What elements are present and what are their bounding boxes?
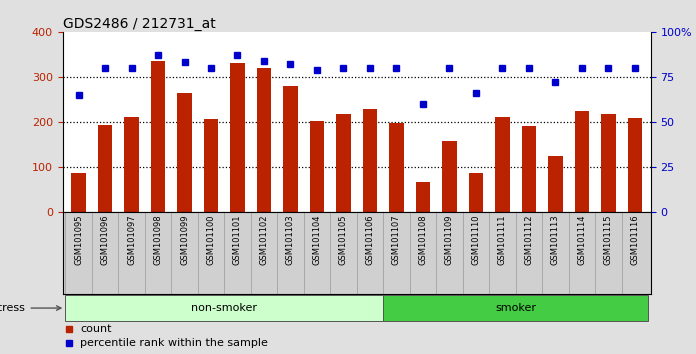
Text: GSM101110: GSM101110 <box>471 214 480 265</box>
Text: GSM101104: GSM101104 <box>313 214 322 265</box>
Text: GSM101099: GSM101099 <box>180 214 189 265</box>
Text: GSM101097: GSM101097 <box>127 214 136 265</box>
Bar <box>628 118 642 212</box>
Bar <box>363 109 377 212</box>
Text: GSM101101: GSM101101 <box>233 214 242 265</box>
Bar <box>548 155 562 212</box>
Text: GSM101109: GSM101109 <box>445 214 454 265</box>
Bar <box>71 173 86 212</box>
Text: GSM101095: GSM101095 <box>74 214 83 265</box>
Text: GSM101116: GSM101116 <box>631 214 640 265</box>
Text: GSM101106: GSM101106 <box>365 214 374 265</box>
Bar <box>124 117 139 212</box>
Text: smoker: smoker <box>495 303 536 313</box>
Bar <box>97 125 112 212</box>
Text: GSM101108: GSM101108 <box>418 214 427 265</box>
Text: GSM101107: GSM101107 <box>392 214 401 265</box>
Bar <box>336 114 351 212</box>
Bar <box>601 114 616 212</box>
Text: GSM101112: GSM101112 <box>524 214 533 265</box>
Text: GSM101111: GSM101111 <box>498 214 507 265</box>
Text: stress: stress <box>0 303 61 313</box>
Bar <box>257 68 271 212</box>
Text: GSM101114: GSM101114 <box>578 214 587 265</box>
Bar <box>65 295 383 321</box>
Text: GSM101100: GSM101100 <box>207 214 216 265</box>
Text: non-smoker: non-smoker <box>191 303 258 313</box>
Bar <box>389 123 404 212</box>
Bar <box>442 141 457 212</box>
Text: GSM101102: GSM101102 <box>260 214 269 265</box>
Bar <box>283 86 298 212</box>
Text: percentile rank within the sample: percentile rank within the sample <box>80 338 268 348</box>
Bar <box>151 61 165 212</box>
Bar <box>177 92 192 212</box>
Bar <box>416 183 430 212</box>
Text: GSM101105: GSM101105 <box>339 214 348 265</box>
Bar <box>383 295 648 321</box>
Bar <box>468 173 483 212</box>
Text: GDS2486 / 212731_at: GDS2486 / 212731_at <box>63 17 215 31</box>
Text: GSM101115: GSM101115 <box>604 214 613 265</box>
Text: GSM101103: GSM101103 <box>286 214 295 265</box>
Bar <box>521 126 536 212</box>
Bar <box>230 63 245 212</box>
Text: GSM101096: GSM101096 <box>100 214 109 265</box>
Bar <box>310 121 324 212</box>
Bar <box>495 117 509 212</box>
Text: count: count <box>80 324 112 334</box>
Text: GSM101098: GSM101098 <box>154 214 162 265</box>
Bar <box>204 119 219 212</box>
Text: GSM101113: GSM101113 <box>551 214 560 265</box>
Bar <box>575 110 590 212</box>
